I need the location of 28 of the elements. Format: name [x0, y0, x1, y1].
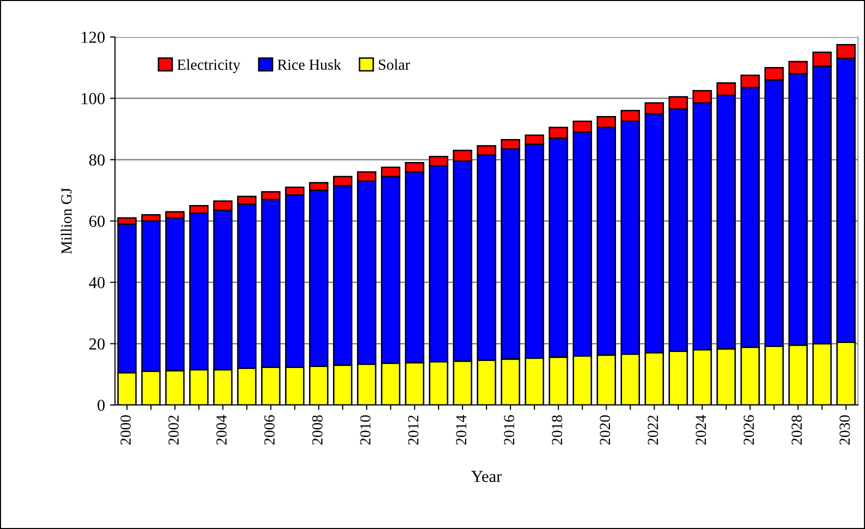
- x-tick-label: 2002: [168, 416, 179, 445]
- y-tick-label: 100: [82, 93, 105, 104]
- x-tick-label: 2028: [792, 415, 802, 445]
- x-tick-label: 2000: [120, 415, 131, 445]
- y-tick-label: 60: [89, 216, 105, 227]
- x-tick-label: 2004: [216, 414, 227, 445]
- y-tick-label: 0: [98, 400, 105, 411]
- y-tick-label: 40: [88, 277, 105, 288]
- x-tick-label: 2008: [312, 415, 323, 445]
- x-tick-label: 2010: [360, 415, 370, 445]
- x-tick-label: 2020: [600, 415, 610, 445]
- x-tick-label: 2014: [456, 414, 466, 445]
- x-axis-title: Year: [471, 470, 502, 482]
- x-tick-label: 2026: [744, 415, 754, 445]
- legend-label: Electricity: [177, 59, 240, 74]
- y-axis-title: Million GJ: [60, 188, 72, 254]
- x-tick-label: 2022: [648, 416, 658, 445]
- x-tick-label: 2024: [696, 414, 706, 445]
- legend-label: Rice Husk: [278, 59, 342, 70]
- y-tick-label: 20: [89, 338, 105, 350]
- y-tick-label: 120: [82, 32, 105, 43]
- x-tick-label: 2012: [408, 416, 418, 445]
- x-tick-label: 2006: [264, 415, 275, 445]
- legend-label: Solar: [378, 59, 410, 70]
- x-tick-label: 2030: [840, 415, 850, 445]
- y-tick-label: 80: [89, 154, 105, 166]
- x-tick-label: 2018: [552, 415, 562, 445]
- x-tick-label: 2016: [504, 415, 514, 445]
